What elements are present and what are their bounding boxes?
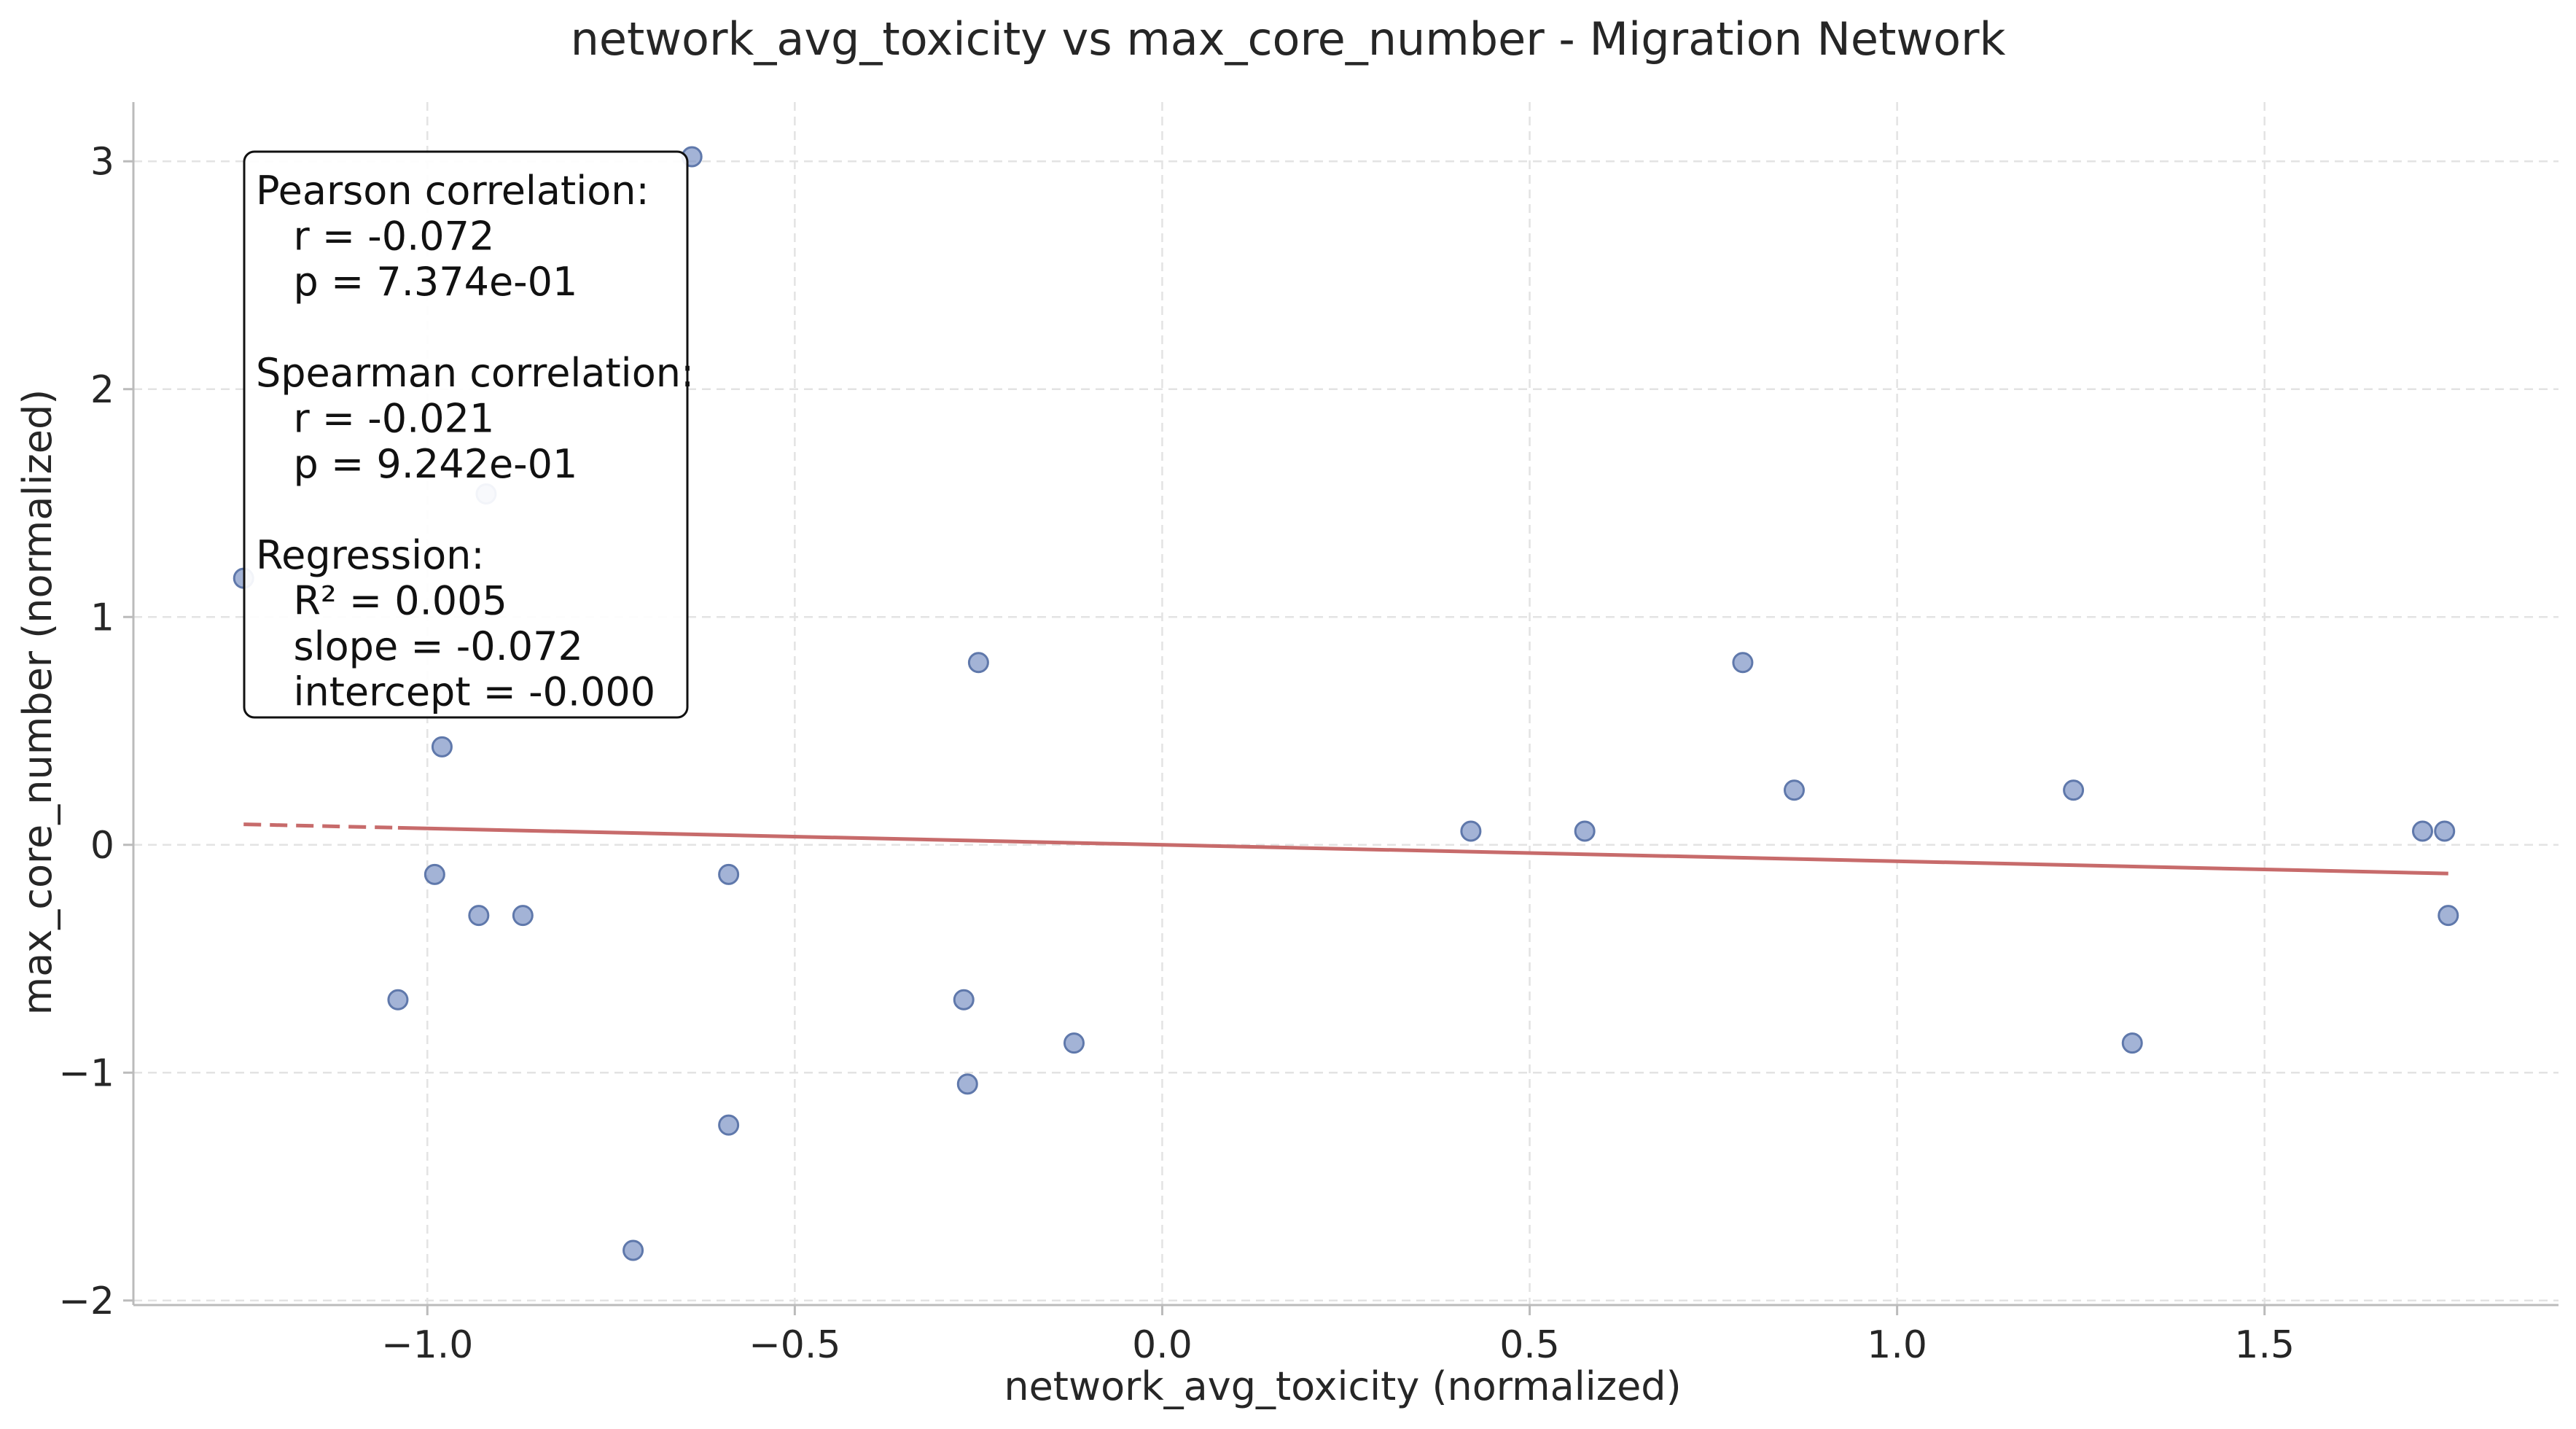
y-axis-title: max_core_number (normalized) [15, 389, 61, 1016]
data-point [622, 1239, 644, 1261]
statistics-box: Pearson correlation: r = -0.072 p = 7.37… [243, 150, 694, 719]
data-point [1460, 820, 1482, 842]
data-point [424, 863, 445, 885]
regression-line-dashed [243, 822, 399, 830]
stats-text-line: intercept = -0.000 [256, 669, 655, 715]
grid [133, 102, 2559, 1305]
y-tick-label: −2 [58, 1280, 114, 1323]
data-point [1574, 820, 1596, 842]
data-point [468, 905, 490, 927]
x-tick-label: 1.5 [2234, 1323, 2295, 1367]
regression-line-solid [397, 825, 2448, 876]
axes: −1.0 −0.5 0.0 0.5 1.0 1.5 −2 −1 0 1 2 3 [58, 102, 2559, 1367]
data-point [512, 905, 534, 927]
stats-text-line: r = -0.021 [256, 396, 494, 442]
data-point [718, 863, 740, 885]
data-point [2438, 905, 2459, 927]
stats-text-line: slope = -0.072 [256, 623, 583, 669]
stats-text-line: Pearson correlation: [256, 168, 649, 214]
stats-text-line: Regression: [256, 532, 485, 578]
stats-text-line: r = -0.072 [256, 214, 494, 260]
data-point [2434, 820, 2456, 842]
x-tick-label: −0.5 [749, 1323, 840, 1367]
data-point [718, 1114, 740, 1136]
y-tick-label: 1 [90, 596, 114, 639]
y-tick-label: 3 [90, 140, 114, 184]
data-point [956, 1073, 978, 1095]
x-tick-label: −1.0 [381, 1323, 473, 1367]
stats-box-frame [243, 150, 689, 719]
data-point [953, 989, 975, 1011]
stats-text-line: R² = 0.005 [256, 578, 507, 624]
data-point [2411, 820, 2433, 842]
x-tick-label: 0.0 [1132, 1323, 1193, 1367]
stats-text-line: Spearman correlation: [256, 350, 694, 396]
x-tick-label: 1.0 [1867, 1323, 1927, 1367]
stats-text-line: p = 9.242e-01 [256, 441, 577, 487]
data-point [2063, 779, 2085, 801]
data-point [2121, 1032, 2143, 1054]
stats-text-line: p = 7.374e-01 [256, 259, 577, 305]
chart-title: network_avg_toxicity vs max_core_number … [571, 12, 2006, 66]
y-tick-label: 2 [90, 368, 114, 412]
x-axis-title: network_avg_toxicity (normalized) [1004, 1363, 1681, 1409]
x-tick-label: 0.5 [1499, 1323, 1560, 1367]
data-points [233, 146, 2459, 1261]
y-tick-label: 0 [90, 824, 114, 868]
data-point [1783, 779, 1805, 801]
data-point [431, 736, 453, 758]
data-point [387, 989, 409, 1011]
regression-line [243, 822, 2448, 876]
y-tick-label: −1 [58, 1051, 114, 1095]
data-point [1732, 652, 1754, 674]
data-point [1063, 1032, 1085, 1054]
data-point [967, 652, 989, 674]
